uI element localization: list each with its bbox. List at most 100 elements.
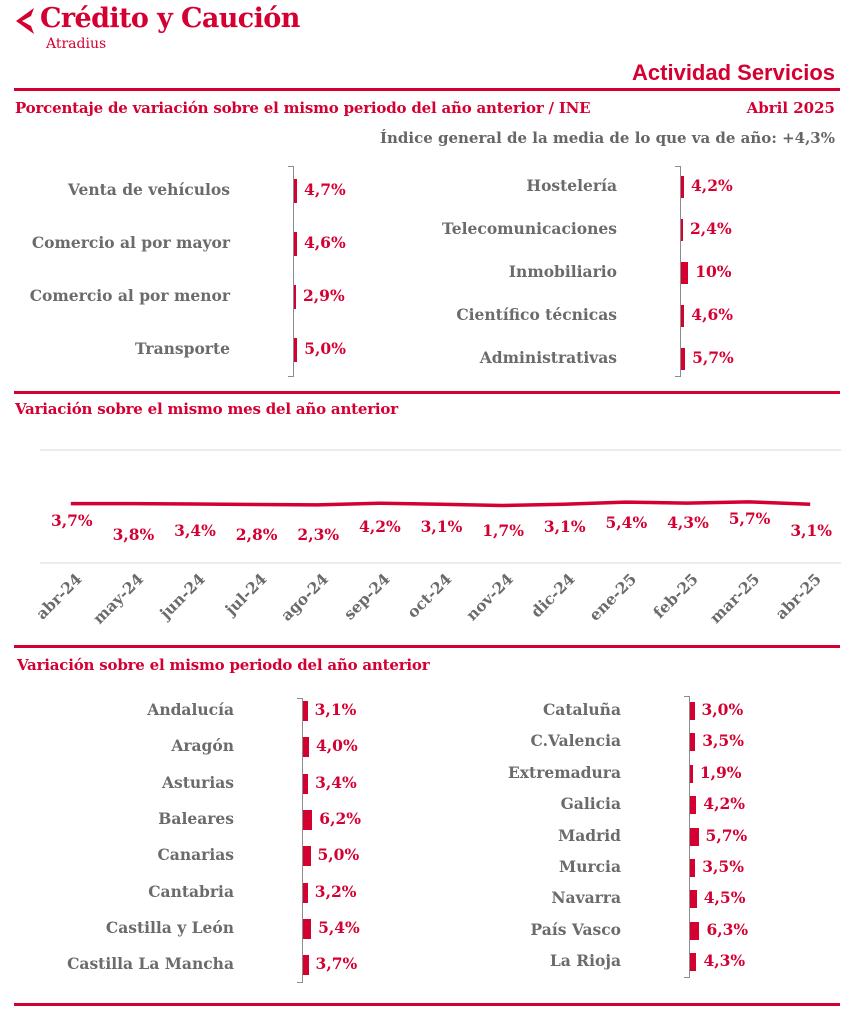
bar [294, 232, 297, 256]
bar-category-label: Asturias [161, 772, 234, 792]
brand-logo-icon [12, 6, 42, 42]
divider-bottom [14, 1003, 840, 1006]
bar-value-label: 6,3% [706, 919, 749, 939]
bar-category-label: Administrativas [479, 348, 617, 367]
sector-title: Actividad Servicios [632, 60, 835, 85]
bar-category-label: Castilla La Mancha [67, 954, 234, 974]
bar [294, 285, 296, 309]
bar-category-label: Científico técnicas [456, 305, 617, 324]
bar-value-label: 3,5% [702, 731, 744, 751]
bar-category-label: Extremadura [507, 762, 621, 782]
divider-lower [14, 645, 840, 648]
bar-category-label: País Vasco [530, 919, 621, 939]
bar [690, 859, 696, 877]
bar-value-label: 3,1% [314, 700, 357, 719]
axis-tick [684, 977, 689, 978]
bar-category-label: Canarias [157, 845, 234, 865]
data-label: 2,8% [236, 525, 278, 544]
bar-value-label: 4,5% [703, 888, 746, 908]
bar [690, 890, 697, 909]
data-label: 5,4% [605, 513, 647, 532]
x-tick-label: jul-24 [220, 569, 271, 620]
bar [690, 921, 700, 940]
regional-bar-chart-left: Andalucía 3,1% Aragón 4,0% Asturias 3,4% Balea… [0, 690, 420, 985]
bar [681, 348, 686, 370]
bar-category-label: Navarra [551, 888, 621, 908]
axis-tick [684, 696, 689, 697]
bar [303, 955, 309, 976]
data-label: 1,7% [482, 521, 524, 540]
bar-chart-axis [302, 698, 303, 983]
bar [690, 953, 697, 972]
x-tick-label: dic-24 [527, 569, 579, 621]
x-tick-label: ene-25 [585, 569, 640, 624]
bar-category-label: La Rioja [549, 951, 621, 971]
bar-value-label: 6,2% [319, 808, 361, 828]
data-label: 3,8% [113, 525, 155, 544]
bar [303, 701, 308, 721]
bar-category-label: C.Valencia [530, 731, 622, 751]
bar-category-label: Castilla y León [105, 917, 234, 937]
regional-chart-title: Variación sobre el mismo periodo del año… [17, 656, 430, 674]
bar [690, 796, 697, 815]
bar [690, 733, 696, 752]
bar [303, 918, 312, 939]
bar-value-label: 10% [695, 262, 732, 281]
bar-chart-axis [689, 696, 690, 978]
regional-bar-chart-right: Cataluña 3,0% C.Valencia 3,5% Extremadura 1,9… [420, 690, 865, 985]
bar-value-label: 4,7% [304, 180, 346, 199]
series-line [70, 500, 811, 508]
bar-category-label: Comercio al por menor [29, 286, 230, 305]
data-label: 4,3% [667, 513, 709, 532]
bar-category-label: Murcia [559, 857, 621, 876]
axis-tick [675, 166, 680, 167]
bar-category-label: Hostelería [526, 176, 617, 195]
x-tick-label: feb-25 [649, 569, 702, 622]
axis-tick [288, 166, 293, 167]
data-label: 3,1% [790, 521, 832, 540]
bar-value-label: 4,6% [691, 305, 733, 324]
bar [303, 882, 308, 903]
bar [681, 305, 685, 327]
x-tick-label: nov-24 [462, 569, 517, 624]
bar-category-label: Inmobiliario [508, 262, 617, 281]
bar-value-label: 3,4% [315, 772, 357, 792]
bar-value-label: 4,2% [703, 794, 745, 814]
bar-category-label: Madrid [558, 825, 621, 845]
bar [294, 338, 298, 362]
sector-bar-chart-right: Hostelería 4,2% Telecomunicaciones 2,4% Inmo… [420, 160, 865, 385]
data-label: 3,1% [544, 517, 586, 536]
bar [681, 219, 683, 241]
bar-category-label: Aragón [171, 736, 234, 756]
data-label: 4,2% [359, 517, 401, 536]
bar-category-label: Baleares [158, 808, 234, 828]
bar [690, 702, 695, 720]
bar-category-label: Galicia [560, 794, 621, 814]
bar [681, 262, 689, 284]
bar-value-label: 3,5% [702, 857, 744, 876]
bar-category-label: Cantabria [148, 881, 234, 901]
data-label: 2,3% [297, 525, 339, 544]
x-tick-label: jun-24 [154, 569, 209, 624]
bar-value-label: 4,3% [703, 951, 746, 971]
bar-value-label: 5,0% [317, 845, 360, 865]
bar-value-label: 5,4% [318, 917, 360, 937]
bar-value-label: 2,4% [690, 219, 732, 238]
bar [303, 737, 309, 758]
bar-value-label: 4,6% [303, 233, 346, 252]
monthly-chart-title: Variación sobre el mismo mes del año ant… [15, 400, 398, 418]
x-tick-label: oct-24 [403, 569, 455, 621]
bar-value-label: 4,0% [316, 736, 358, 756]
data-label: 3,1% [421, 517, 463, 536]
general-index-label: Índice general de la media de lo que va … [379, 129, 835, 147]
x-tick-label: may-24 [89, 569, 147, 627]
axis-tick [297, 982, 302, 983]
divider-top [14, 88, 840, 91]
axis-tick [675, 376, 680, 377]
brand-name: Crédito y Caución [40, 3, 300, 34]
x-tick-label: abr-24 [32, 569, 86, 623]
monthly-line-chart: 3,7% 3,8% 3,4% 2,8% 2,3% 4,2% 3,1% 1,7% 3,1% 5,4%… [32, 449, 841, 628]
bar-value-label: 1,9% [699, 762, 742, 782]
x-tick-label: ago-24 [277, 569, 332, 624]
x-tick-label: abr-25 [771, 569, 825, 623]
